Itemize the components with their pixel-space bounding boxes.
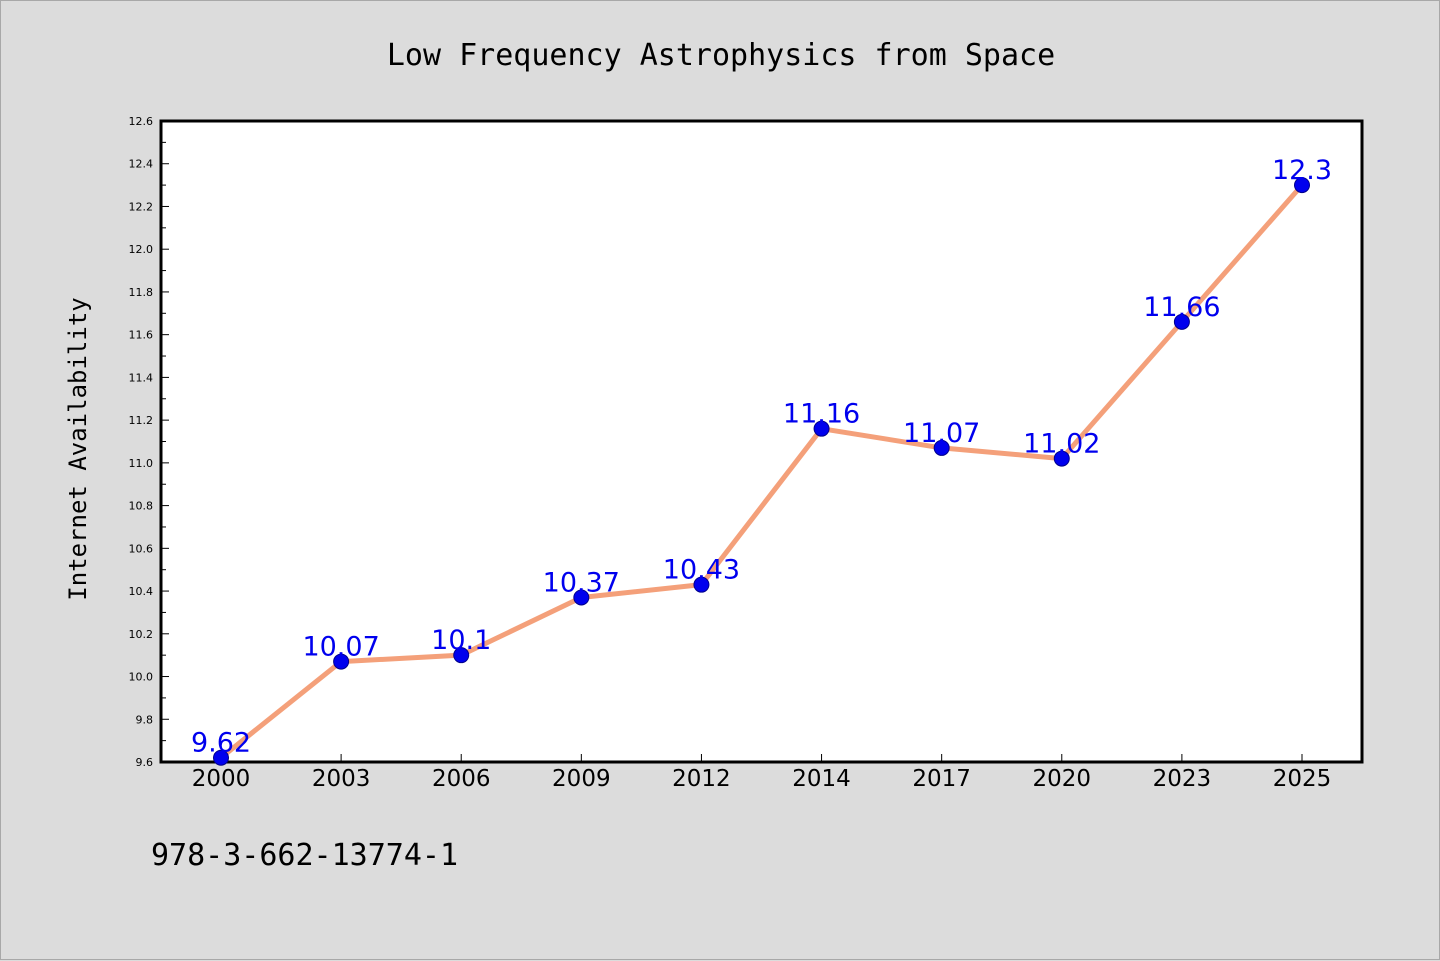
x-tick-label: 2025: [1273, 766, 1332, 792]
data-point: [573, 589, 590, 606]
series-line-group: [218, 182, 1305, 761]
data-label: 9.62: [191, 728, 251, 759]
chart-title: Low Frequency Astrophysics from Space: [387, 38, 1055, 73]
data-label: 11.07: [903, 418, 980, 449]
x-tick-label: 2006: [432, 766, 491, 792]
data-point: [1294, 177, 1310, 194]
data-point: [693, 576, 710, 593]
x-tick-label: 2017: [912, 766, 971, 792]
y-tick-label: 10.0: [129, 671, 154, 684]
y-tick-label: 10.2: [129, 628, 154, 641]
data-point: [453, 647, 470, 664]
data-label: 10.1: [431, 625, 491, 656]
y-tick-label: 9.6: [136, 756, 154, 769]
data-label: 11.66: [1143, 292, 1220, 323]
y-tick-label: 9.8: [136, 713, 154, 726]
y-tick-label: 11.8: [129, 286, 154, 299]
y-tick-label: 11.0: [129, 457, 154, 470]
data-point: [333, 653, 350, 670]
data-point: [933, 439, 950, 456]
y-tick-label: 11.6: [129, 329, 154, 342]
y-tick-label: 10.8: [129, 500, 154, 513]
x-tick-label: 2023: [1153, 766, 1212, 792]
y-axis-label: Internet Availability: [64, 297, 92, 600]
y-tick-label: 11.2: [129, 414, 154, 427]
data-point: [813, 420, 830, 437]
y-axis-ticks: 9.6 9.8 10.0 10.2 10.4 10.6 10.8 11.0 11.2 11.4 11…: [129, 115, 169, 769]
data-point: [1053, 450, 1070, 467]
x-tick-label: 2000: [192, 766, 251, 792]
y-tick-label: 12.2: [129, 200, 154, 213]
x-tick-label: 2014: [792, 766, 851, 792]
data-label: 11.02: [1023, 429, 1100, 460]
x-tick-label: 2009: [552, 766, 611, 792]
x-tick-label: 2020: [1033, 766, 1092, 792]
x-tick-label: 2003: [312, 766, 371, 792]
data-label: 10.43: [663, 555, 740, 586]
plot-area: [159, 119, 1364, 764]
y-tick-label: 11.4: [129, 371, 154, 384]
series-line: [218, 182, 1305, 761]
data-markers: [213, 177, 1310, 766]
isbn-text: 978-3-662-13774-1: [151, 838, 458, 873]
data-point: [213, 749, 229, 766]
y-tick-label: 10.4: [129, 585, 154, 598]
y-tick-label: 12.0: [129, 243, 154, 256]
data-label: 10.37: [543, 567, 620, 598]
data-label: 10.07: [302, 632, 379, 663]
y-tick-label: 10.6: [129, 542, 154, 555]
data-label: 11.16: [783, 399, 860, 430]
y-tick-label: 12.4: [129, 158, 154, 171]
data-labels: 9.62 10.07 10.1 10.37 10.43 11.16 11.07 11.02 11…: [191, 155, 1332, 759]
data-point: [1173, 313, 1190, 330]
y-tick-label: 12.6: [129, 115, 154, 128]
x-tick-label: 2012: [672, 766, 731, 792]
data-label: 12.3: [1272, 155, 1332, 186]
x-axis-ticks: 2000 2003 2006 2009 2012 2014 2017 2020 2023 2025: [192, 754, 1332, 792]
